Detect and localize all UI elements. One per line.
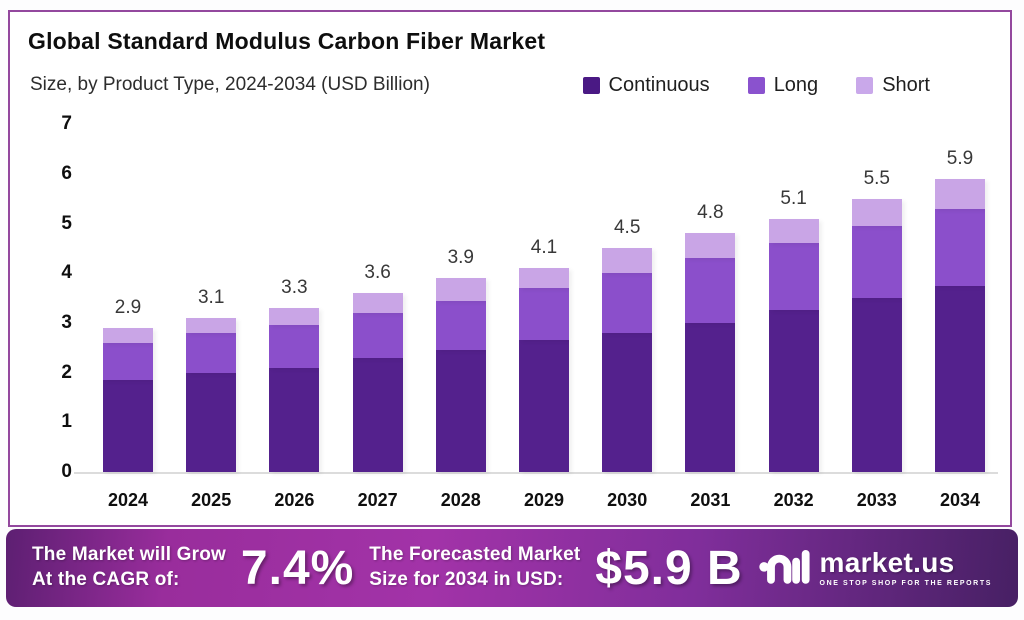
bar-total-label-2027: 3.6: [364, 262, 391, 284]
legend-item-long: Long: [747, 74, 819, 97]
bar-total-label-2029: 4.1: [530, 237, 558, 259]
bar-segment-2025-continuous: [186, 372, 237, 472]
y-tick-7: 7: [61, 113, 72, 135]
bar-segment-2031-short: [685, 233, 736, 259]
cagr-label-line2: At the CAGR of:: [32, 569, 180, 590]
y-tick-0: 0: [61, 461, 72, 482]
y-tick-4: 4: [61, 262, 72, 284]
marketus-logo-name: market.us: [819, 547, 955, 578]
x-tick-2032: 2032: [773, 490, 814, 510]
bar-segment-2028-short: [435, 278, 486, 301]
legend: Continuous Long Short: [582, 74, 930, 97]
y-tick-3: 3: [61, 311, 72, 333]
bar-total-label-2033: 5.5: [863, 167, 890, 189]
marketus-logo-tagline: ONE STOP SHOP FOR THE REPORTS: [819, 580, 992, 587]
bar-segment-2031-continuous: [685, 322, 736, 472]
bar-segment-2028-continuous: [435, 350, 486, 472]
cagr-value: 7.4%: [240, 541, 355, 595]
x-tick-2033: 2033: [856, 490, 897, 510]
bar-segment-2030-long: [602, 273, 653, 333]
y-tick-6: 6: [61, 162, 72, 184]
x-tick-2029: 2029: [523, 490, 565, 510]
cagr-banner: The Market will Grow At the CAGR of: 7.4…: [6, 529, 1018, 607]
legend-label: Continuous: [608, 74, 710, 96]
cagr-label-line1: The Market will Grow: [32, 544, 227, 566]
bar-total-label-2032: 5.1: [780, 187, 807, 209]
bar-total-label-2030: 4.5: [613, 217, 641, 239]
bar-segment-2032-short: [768, 218, 819, 244]
bar-total-label-2034: 5.9: [946, 147, 974, 169]
bar-segment-2034-continuous: [935, 285, 985, 472]
bar-segment-2028-long: [435, 300, 486, 351]
bar-segment-2031-long: [685, 258, 736, 323]
bar-segment-2025-short: [186, 317, 237, 333]
y-tick-5: 5: [61, 212, 72, 234]
legend-item-short: Short: [856, 74, 930, 97]
bar-segment-2026-short: [269, 307, 320, 326]
plot-area: 0 1 2 3 4 5 6 7 2.9 2024 3.1 2025 3.3 2026 3.6 2027 3.9 2…: [10, 12, 1010, 525]
bar-segment-2030-short: [602, 248, 653, 274]
bar-segment-2030-continuous: [602, 332, 653, 472]
bar-segment-2029-continuous: [519, 340, 569, 472]
bar-segment-2033-long: [851, 225, 902, 299]
x-tick-2026: 2026: [274, 490, 315, 510]
bar-total-label-2028: 3.9: [447, 247, 474, 269]
bar-segment-2026-continuous: [269, 367, 320, 472]
x-tick-2028: 2028: [440, 490, 481, 510]
cagr-label: The Market will Grow At the CAGR of:: [32, 543, 226, 592]
bar-segment-2029-long: [519, 288, 569, 341]
bar-segment-2024-continuous: [103, 380, 153, 472]
bar-segment-2033-short: [851, 198, 902, 226]
bar-total-label-2031: 4.8: [697, 202, 724, 224]
legend-item-continuous: Continuous: [582, 74, 710, 97]
bar-segment-2024-long: [103, 342, 153, 381]
chart-title: Global Standard Modulus Carbon Fiber Mar…: [28, 28, 546, 54]
x-tick-2034: 2034: [939, 490, 981, 510]
bar-segment-2034-long: [935, 208, 985, 286]
marketus-logo: market.us ONE STOP SHOP FOR THE REPORTS: [758, 544, 992, 593]
marketus-logo-icon: [758, 544, 810, 593]
y-tick-1: 1: [61, 411, 72, 433]
chart-frame: Global Standard Modulus Carbon Fiber Mar…: [8, 10, 1012, 527]
bar-total-label-2024: 2.9: [114, 296, 142, 318]
x-tick-2031: 2031: [690, 490, 731, 510]
legend-swatch-continuous: [582, 77, 600, 94]
bar-segment-2027-continuous: [352, 357, 403, 472]
forecast-label: The Forecasted Market Size for 2034 in U…: [369, 543, 580, 592]
bar-total-label-2025: 3.1: [197, 286, 225, 308]
bar-segment-2024-short: [103, 327, 153, 343]
bar-segment-2026-long: [269, 325, 320, 368]
x-tick-2024: 2024: [107, 490, 149, 510]
bar-segment-2033-continuous: [851, 298, 902, 472]
y-tick-2: 2: [61, 361, 72, 383]
x-tick-2025: 2025: [191, 490, 232, 510]
chart-subtitle: Size, by Product Type, 2024-2034 (USD Bi…: [30, 74, 430, 95]
bar-segment-2032-continuous: [768, 310, 819, 472]
x-tick-2030: 2030: [607, 490, 648, 510]
bar-segment-2029-short: [519, 268, 569, 289]
bar-segment-2025-long: [186, 332, 237, 373]
bar-segment-2034-short: [935, 178, 985, 209]
x-axis-line: [74, 472, 998, 474]
forecast-label-line1: The Forecasted Market: [369, 544, 581, 566]
legend-swatch-long: [747, 77, 765, 94]
forecast-label-line2: Size for 2034 in USD:: [369, 569, 564, 590]
forecast-value: $5.9 B: [595, 541, 743, 595]
x-tick-2027: 2027: [357, 490, 398, 510]
bar-segment-2027-short: [352, 293, 403, 313]
legend-label: Long: [773, 74, 819, 96]
bar-total-label-2026: 3.3: [281, 276, 308, 298]
bar-segment-2027-long: [352, 312, 403, 358]
legend-label: Short: [882, 74, 930, 96]
bar-segment-2032-long: [768, 243, 819, 311]
legend-swatch-short: [856, 77, 874, 94]
